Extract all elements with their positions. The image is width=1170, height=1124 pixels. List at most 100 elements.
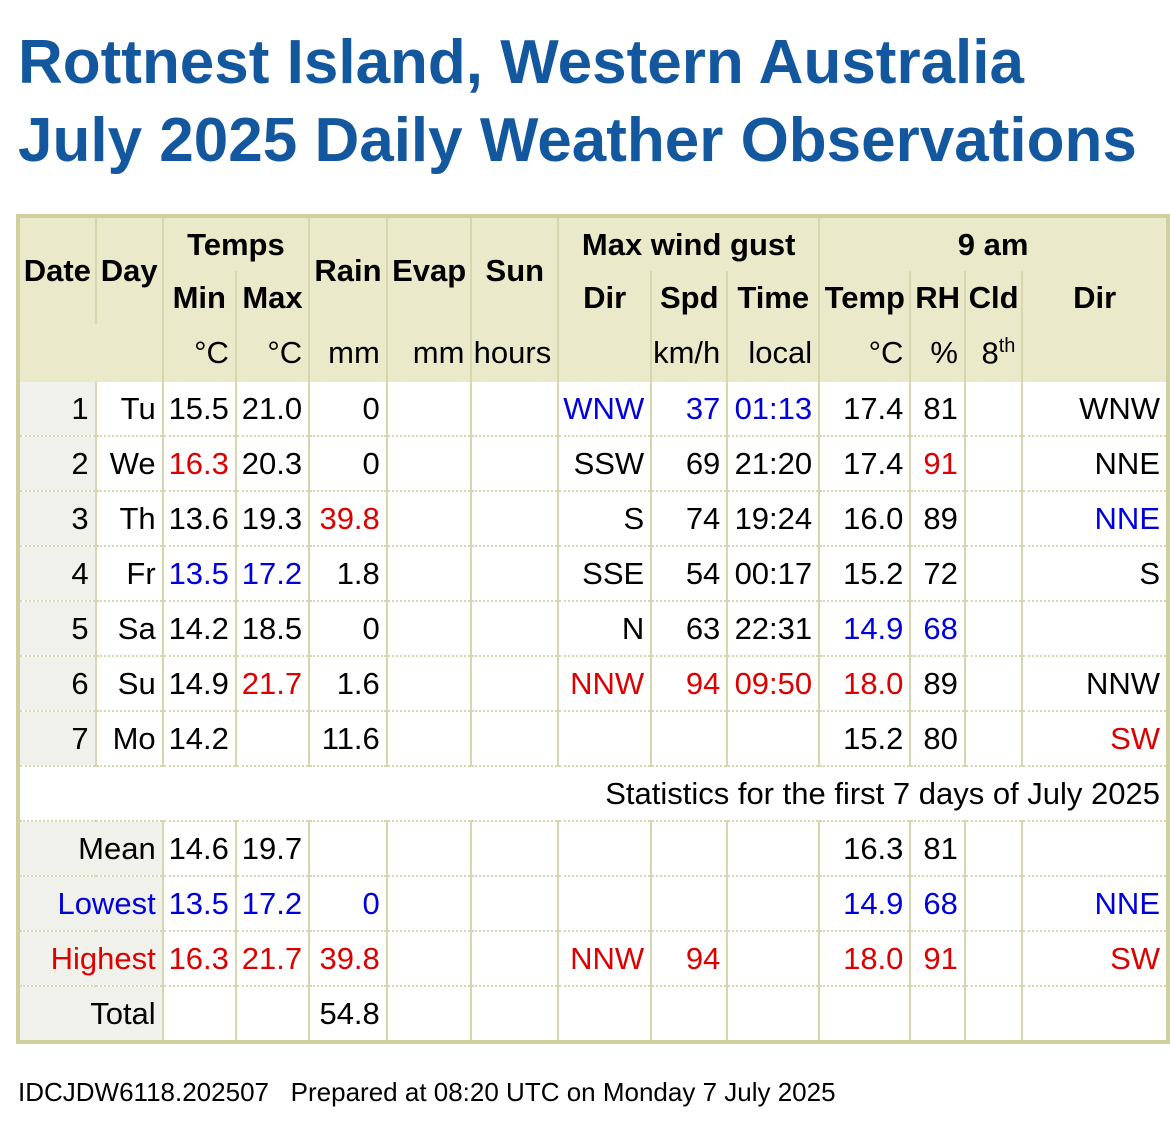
header-text: Rain — [314, 253, 382, 288]
cell-text: SSE — [582, 555, 645, 591]
cell-text: 01:13 — [734, 390, 813, 426]
header-cell: Sun — [470, 216, 560, 324]
cell-text: 15.2 — [843, 720, 904, 756]
cell-text: 11.6 — [321, 720, 380, 756]
table-cell: Th — [94, 491, 164, 547]
unit-cell: % — [909, 324, 966, 382]
cell-text: 22:31 — [734, 610, 813, 646]
table-cell: WNW — [1021, 382, 1169, 437]
table-cell — [385, 436, 473, 492]
table-cell — [161, 986, 237, 1043]
table-cell: 91 — [909, 931, 966, 987]
table-cell — [909, 986, 966, 1043]
cell-text: 81 — [923, 830, 958, 866]
stats-label: Total — [17, 986, 164, 1043]
table-cell: 3 — [17, 491, 97, 547]
header-cell: Min — [161, 271, 237, 324]
cell-text: 21.0 — [241, 390, 303, 426]
table-cell: 15.5 — [161, 382, 237, 437]
cell-text: SW — [1110, 940, 1160, 976]
cell-text: 13.5 — [168, 885, 229, 921]
unit-text: mm — [412, 335, 465, 370]
table-cell: 13.5 — [161, 546, 237, 602]
stats-row: Mean 14.6 19.7 16.3 81 — [17, 821, 1169, 877]
table-cell: 14.9 — [818, 876, 912, 932]
table-cell — [385, 876, 473, 932]
table-cell — [963, 436, 1024, 492]
unit-text: 8 — [981, 335, 999, 371]
table-cell — [726, 986, 821, 1043]
cell-text: 68 — [923, 885, 958, 921]
unit-text: local — [748, 335, 813, 370]
table-cell — [650, 821, 729, 877]
table-cell — [726, 876, 821, 932]
cell-text: 16.3 — [168, 940, 229, 976]
cell-text: 89 — [923, 500, 958, 536]
header-text: Max wind gust — [581, 226, 796, 262]
cell-text: 14.9 — [843, 885, 904, 921]
header-cell: Evap — [385, 216, 473, 324]
cell-text: 89 — [923, 665, 958, 701]
header-cell: RH — [909, 271, 966, 324]
table-cell — [650, 876, 729, 932]
table-cell — [963, 491, 1024, 547]
unit-row: °C °C mm mm hours km/h local °C% 8th — [17, 324, 1169, 382]
header-text: Sun — [485, 253, 545, 288]
table-cell: 94 — [650, 931, 729, 987]
table-cell: 1 — [17, 382, 97, 437]
header-text: Time — [737, 279, 810, 315]
table-cell — [385, 931, 473, 987]
data-row: 6 Su 14.9 21.7 1.6 NNW 94 09:50 18.0 89 NNW — [17, 656, 1169, 712]
data-row: 4 Fr 13.5 17.2 1.8 SSE 54 00:17 15.2 72 S — [17, 546, 1169, 602]
table-cell: Tu — [94, 382, 164, 437]
cell-text: 21:20 — [734, 445, 813, 481]
title: Rottnest Island, Western Australia July 2… — [18, 24, 1137, 180]
table-cell — [963, 711, 1024, 767]
cell-text: 5 — [71, 610, 89, 646]
table-cell: 6 — [17, 656, 97, 712]
header-row: Min Max Dir Spd Time Temp RH Cld Dir — [18, 271, 1169, 324]
header-cell: Time — [726, 271, 821, 324]
cell-text: 14.6 — [168, 830, 229, 866]
cell-text: 20.3 — [241, 445, 303, 481]
cell-text: 81 — [923, 390, 958, 426]
cell-text: 13.6 — [168, 500, 229, 536]
table-cell: 22:31 — [726, 601, 821, 657]
cell-text: 14.2 — [168, 610, 229, 646]
table-cell — [385, 546, 473, 602]
header-text: Temps — [187, 226, 285, 262]
cell-text: 1 — [71, 390, 89, 426]
cell-text: NNE — [1094, 500, 1160, 536]
table-cell: 14.9 — [161, 656, 237, 712]
header-text: RH — [915, 279, 961, 315]
cell-text: 15.5 — [168, 390, 229, 426]
table-cell — [308, 821, 388, 877]
table-cell: 15.2 — [818, 546, 912, 602]
table-cell: S — [1021, 546, 1169, 602]
table-cell — [470, 711, 560, 767]
cell-text: 18.0 — [843, 940, 904, 976]
cell-text: 19.3 — [241, 500, 303, 536]
stats-row: Highest 16.3 21.7 39.8 NNW 94 18.0 91 SW — [17, 931, 1169, 987]
cell-text: NNW — [570, 665, 645, 701]
cell-text: 68 — [923, 610, 958, 646]
cell-text: 19.7 — [241, 830, 303, 866]
cell-text: 15.2 — [843, 555, 904, 591]
cell-text: 17.2 — [241, 885, 303, 921]
unit-text: °C — [267, 335, 303, 370]
cell-text: 80 — [923, 720, 958, 756]
table-cell — [1021, 601, 1169, 657]
table-cell: WNW — [557, 382, 653, 437]
cell-text: N — [621, 610, 645, 646]
cell-text: Su — [117, 665, 156, 701]
cell-text: 94 — [685, 940, 721, 976]
data-row: 3 Th 13.6 19.3 39.8 S 74 19:24 16.0 89 NNE — [17, 491, 1169, 547]
table-cell: 14.9 — [818, 601, 912, 657]
cell-text: 54.8 — [319, 995, 380, 1031]
table-cell: 18.0 — [818, 656, 912, 712]
cell-text: 14.9 — [168, 665, 229, 701]
cell-text: Tu — [120, 390, 156, 426]
cell-text: 91 — [923, 940, 958, 976]
cell-text: Fr — [126, 555, 156, 591]
table-cell: SW — [1021, 931, 1169, 987]
